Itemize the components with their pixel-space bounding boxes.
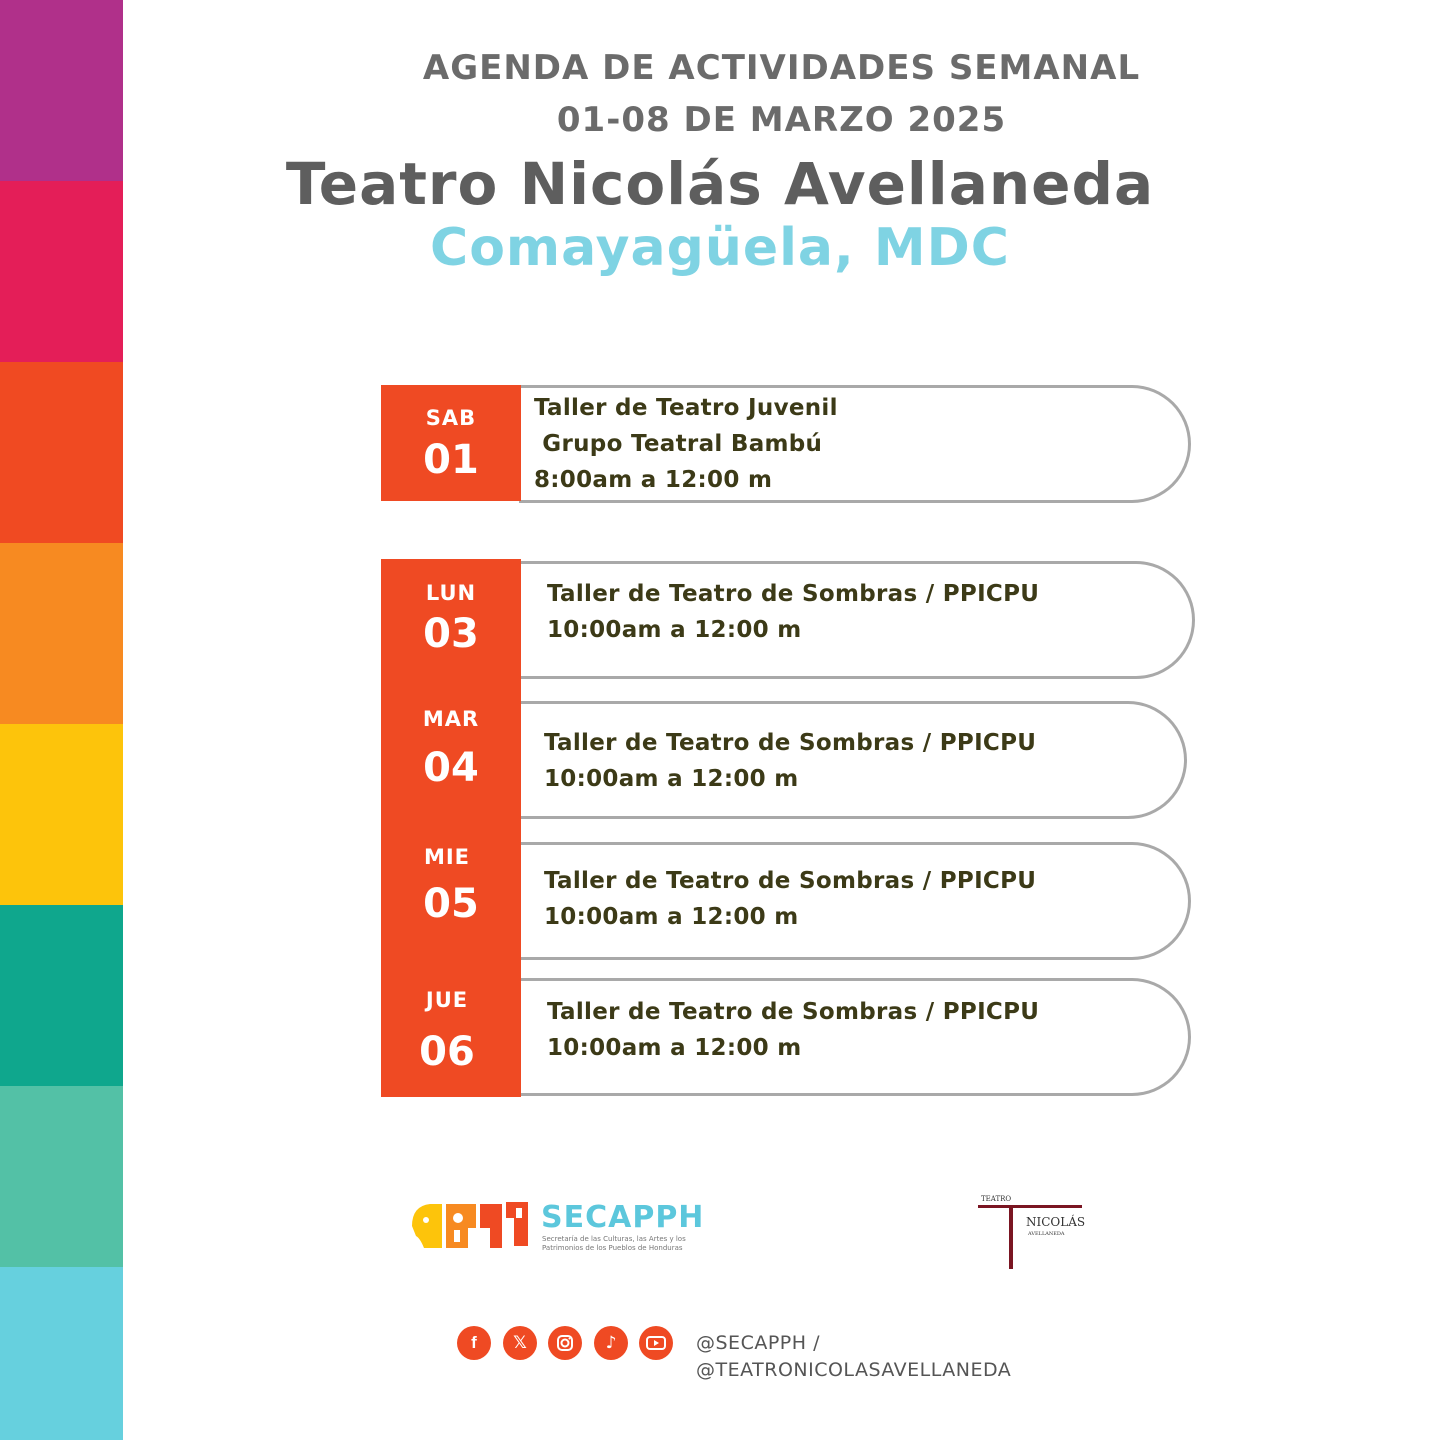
event-title: Taller de Teatro de Sombras / PPICPU bbox=[547, 581, 1040, 607]
day-number: 03 bbox=[423, 611, 479, 657]
event-details: Taller de Teatro Juvenil Grupo Teatral B… bbox=[534, 390, 838, 498]
stripe-purple bbox=[0, 0, 123, 181]
secapph-tagline-2: Patrimonios de los Pueblos de Honduras bbox=[542, 1244, 683, 1252]
event-time: 10:00am a 12:00 m bbox=[547, 617, 802, 643]
day-of-week: SAB bbox=[425, 406, 477, 430]
event-title: Taller de Teatro de Sombras / PPICPU bbox=[544, 868, 1037, 894]
date-box-sab: SAB 01 bbox=[381, 385, 521, 501]
tiktok-icon[interactable]: ♪ bbox=[594, 1326, 628, 1360]
day-number: 01 bbox=[423, 437, 479, 483]
date-range: 01-08 DE MARZO 2025 bbox=[556, 100, 1007, 140]
event-details: Taller de Teatro de Sombras / PPICPU 10:… bbox=[547, 576, 1039, 648]
secapph-name: SECAPPH bbox=[541, 1200, 705, 1235]
day-of-week: LUN bbox=[425, 581, 477, 605]
event-card-lun-03: Taller de Teatro de Sombras / PPICPU 10:… bbox=[519, 561, 1195, 679]
handle-secapph[interactable]: @SECAPPH / bbox=[696, 1332, 820, 1354]
event-card-mar-04: Taller de Teatro de Sombras / PPICPU 10:… bbox=[519, 701, 1187, 819]
teatro-logo: TEATRO NICOLÁS AVELLANEDA bbox=[976, 1195, 1086, 1273]
handle-teatro[interactable]: @TEATRONICOLASAVELLANEDA bbox=[696, 1359, 1012, 1381]
youtube-icon[interactable] bbox=[639, 1326, 673, 1360]
event-card-mie-05: Taller de Teatro de Sombras / PPICPU 10:… bbox=[519, 842, 1191, 960]
day-number: 05 bbox=[423, 881, 479, 927]
event-time: 8:00am a 12:00 m bbox=[534, 467, 773, 493]
stripe-red bbox=[0, 362, 123, 543]
stripe-pink bbox=[0, 181, 123, 362]
day-number: 06 bbox=[419, 1029, 475, 1075]
stripe-green bbox=[0, 905, 123, 1086]
secapph-tagline-1: Secretaría de las Culturas, las Artes y … bbox=[542, 1235, 686, 1243]
event-details: Taller de Teatro de Sombras / PPICPU 10:… bbox=[544, 863, 1036, 935]
event-details: Taller de Teatro de Sombras / PPICPU 10:… bbox=[547, 994, 1039, 1066]
page-title: Teatro Nicolás Avellaneda bbox=[285, 150, 1155, 218]
event-title: Taller de Teatro Juvenil bbox=[534, 395, 838, 421]
teatro-logo-small: TEATRO bbox=[981, 1195, 1012, 1203]
teatro-logo-stem bbox=[1009, 1205, 1013, 1269]
event-card-jue-06: Taller de Teatro de Sombras / PPICPU 10:… bbox=[519, 978, 1191, 1096]
event-group: Grupo Teatral Bambú bbox=[534, 431, 823, 457]
day-of-week: MAR bbox=[422, 707, 480, 731]
stripe-mint bbox=[0, 1086, 123, 1267]
x-icon[interactable]: 𝕏 bbox=[503, 1326, 537, 1360]
instagram-icon[interactable] bbox=[548, 1326, 582, 1360]
event-details: Taller de Teatro de Sombras / PPICPU 10:… bbox=[544, 725, 1036, 797]
event-card-sab-01: Taller de Teatro Juvenil Grupo Teatral B… bbox=[519, 385, 1191, 503]
secapph-tagline: Secretaría de las Culturas, las Artes y … bbox=[542, 1235, 686, 1253]
social-handles: @SECAPPH / @TEATRONICOLASAVELLANEDA bbox=[696, 1330, 1011, 1384]
stripe-cyan bbox=[0, 1267, 123, 1440]
teatro-logo-bar bbox=[978, 1205, 1082, 1208]
event-title: Taller de Teatro de Sombras / PPICPU bbox=[544, 730, 1037, 756]
teatro-logo-sub: AVELLANEDA bbox=[1028, 1231, 1065, 1237]
color-stripes bbox=[0, 0, 123, 1440]
day-of-week: JUE bbox=[425, 988, 469, 1012]
agenda-heading: AGENDA DE ACTIVIDADES SEMANAL bbox=[422, 48, 1141, 88]
stripe-orange bbox=[0, 543, 123, 724]
event-time: 10:00am a 12:00 m bbox=[544, 766, 799, 792]
secapph-logo: SECAPPH Secretaría de las Culturas, las … bbox=[410, 1198, 710, 1258]
day-of-week: MIE bbox=[423, 845, 471, 869]
teatro-logo-name: NICOLÁS bbox=[1026, 1215, 1086, 1229]
secapph-emblem bbox=[412, 1202, 528, 1248]
date-column-week: LUN 03 MAR 04 MIE 05 JUE 06 bbox=[381, 559, 521, 1097]
facebook-icon[interactable]: f bbox=[457, 1326, 491, 1360]
day-number: 04 bbox=[423, 745, 479, 791]
event-title: Taller de Teatro de Sombras / PPICPU bbox=[547, 999, 1040, 1025]
page-subtitle: Comayagüela, MDC bbox=[430, 218, 1010, 278]
stripe-yellow bbox=[0, 724, 123, 905]
event-time: 10:00am a 12:00 m bbox=[547, 1035, 802, 1061]
event-time: 10:00am a 12:00 m bbox=[544, 904, 799, 930]
